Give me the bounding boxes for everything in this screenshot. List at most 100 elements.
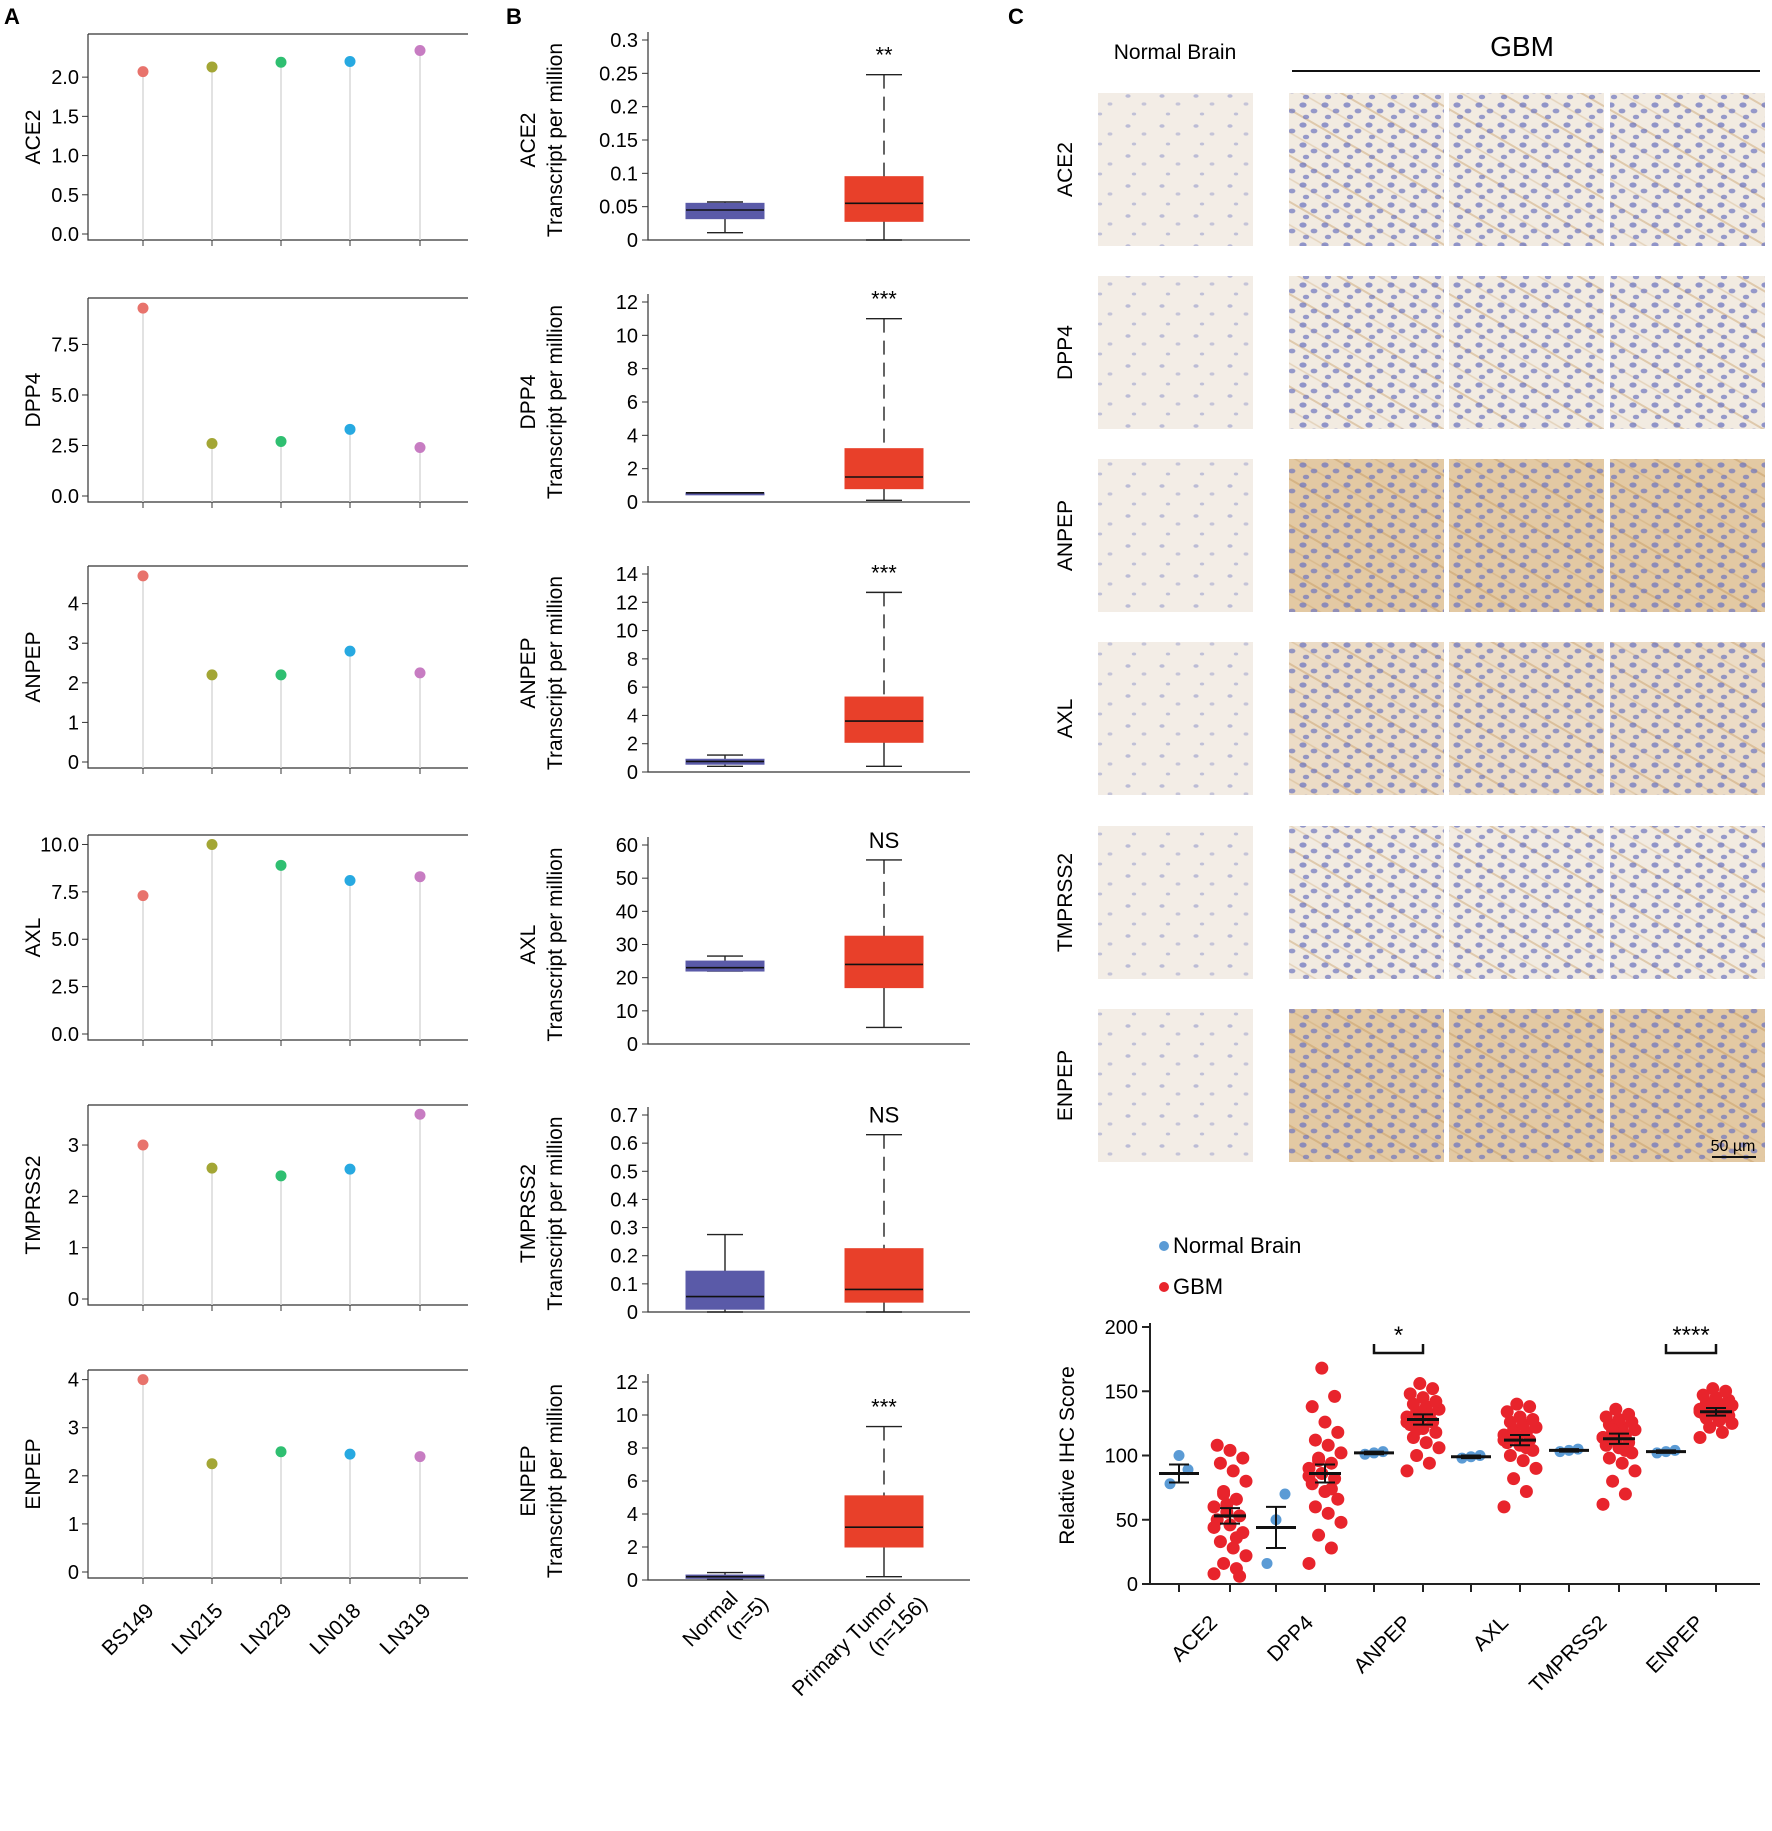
gbm-point	[1210, 1438, 1224, 1452]
panel-a-lollipop-charts: 0.0 0.5 1.0 1.5 2.0 ACE2 0.0 2.5 5.0 7.5 DPP4 0 1 2 3 4…	[22, 33, 468, 1660]
gbm-point	[1324, 1482, 1338, 1496]
y-tick-label: 10	[616, 325, 638, 347]
data-point-ln018	[344, 1448, 356, 1460]
y-tick-label: 0	[627, 762, 638, 784]
y-axis-label-unit: Transcript per million	[544, 576, 567, 770]
ihc-image-anpep-gbm-1	[1289, 459, 1444, 612]
significance-label: ***	[871, 287, 897, 312]
gbm-point	[1507, 1425, 1521, 1439]
lollipop-chart-tmprss2: 0 1 2 3 TMPRSS2	[22, 1104, 468, 1311]
tissue-nuclei	[1289, 642, 1444, 795]
ihc-image-tmprss2-gbm-3	[1610, 826, 1765, 979]
data-point-ln229	[275, 435, 287, 447]
y-tick-label: 4	[627, 1504, 638, 1526]
gbm-point	[1410, 1423, 1424, 1437]
y-tick-label: 0.2	[610, 1246, 638, 1268]
y-tick-label: 6	[627, 677, 638, 699]
y-tick-label: 0	[68, 1562, 79, 1584]
y-tick-label: 7.5	[51, 882, 79, 904]
gbm-point	[1302, 1469, 1316, 1483]
lollipop-chart-axl: 0.0 2.5 5.0 7.5 10.0 AXL	[22, 834, 468, 1046]
y-axis-label-gene: ANPEP	[517, 637, 540, 708]
chart-frame	[87, 834, 468, 1041]
tissue-nuclei	[1449, 642, 1604, 795]
row-label-anpep: ANPEP	[1054, 500, 1077, 571]
tissue-nuclei	[1098, 1009, 1253, 1162]
data-point-ln229	[275, 669, 287, 681]
panel-c-ihc-image-grid: Normal Brain GBM ACE2 DPP4 ANPEP AXL TMPRSS2 EN…	[1054, 31, 1765, 1162]
data-point-ln319	[414, 667, 426, 679]
y-tick-label: 12	[616, 592, 638, 614]
gbm-point	[1217, 1487, 1231, 1501]
legend-marker-normal-brain	[1159, 1241, 1169, 1251]
panel-c-ihc-score-plot: Normal Brain GBM 0 50 100 150 200 Relative IHC …	[1056, 1233, 1760, 1698]
box-plot-dpp4: 0 2 4 6 8 10 12 DPP4 Transcript per million ***	[517, 287, 970, 514]
tumor-box	[844, 935, 924, 989]
data-point-ln215	[206, 1162, 218, 1174]
y-tick-label: 0	[627, 492, 638, 514]
column-header-gbm: GBM	[1490, 31, 1554, 62]
tissue-nuclei	[1289, 93, 1444, 246]
ihc-image-tmprss2-gbm-1	[1289, 826, 1444, 979]
gbm-point	[1312, 1528, 1326, 1542]
gbm-point	[1321, 1438, 1335, 1452]
tissue-nuclei	[1610, 93, 1765, 246]
gbm-point	[1213, 1535, 1227, 1549]
data-point-ln215	[206, 669, 218, 681]
significance-label: ***	[871, 1395, 897, 1420]
y-tick-label: 2	[627, 734, 638, 756]
gbm-point	[1500, 1405, 1514, 1419]
y-axis-label-unit: Transcript per million	[544, 847, 567, 1041]
gbm-point	[1503, 1415, 1517, 1429]
x-tick-label-normal: Normal(n=5)	[678, 1575, 773, 1670]
data-point-bs149	[137, 890, 149, 902]
ihc-image-enpep-gbm-3	[1610, 1009, 1765, 1162]
gbm-point	[1422, 1456, 1436, 1470]
significance-bracket	[1664, 1344, 1718, 1355]
tumor-box	[844, 176, 924, 222]
score-group-axl	[1451, 1397, 1543, 1592]
data-point-ln018	[344, 55, 356, 67]
data-point-ln229	[275, 859, 287, 871]
data-point-ln319	[414, 442, 426, 454]
gbm-point	[1618, 1443, 1632, 1457]
y-tick-label: 200	[1105, 1317, 1138, 1339]
y-tick-label: 2	[627, 1537, 638, 1559]
gbm-point	[1239, 1474, 1253, 1488]
y-tick-label: 10	[616, 1001, 638, 1023]
gbm-point	[1331, 1492, 1345, 1506]
data-point-ln215	[206, 61, 218, 73]
y-tick-label: 100	[1105, 1446, 1138, 1468]
gbm-point	[1429, 1425, 1443, 1439]
scale-bar-label: 50 µm	[1711, 1138, 1756, 1155]
y-tick-label: 0.05	[599, 197, 638, 219]
y-tick-label: 0.25	[599, 63, 638, 85]
y-axis-label: AXL	[22, 918, 45, 958]
gbm-point	[1719, 1384, 1733, 1398]
y-tick-label: 2.0	[51, 67, 79, 89]
tissue-nuclei	[1449, 93, 1604, 246]
ihc-image-enpep-gbm-1	[1289, 1009, 1444, 1162]
lollipop-chart-dpp4: 0.0 2.5 5.0 7.5 DPP4	[22, 297, 468, 508]
y-tick-label: 40	[616, 901, 638, 923]
y-tick-label: 0	[627, 1570, 638, 1592]
y-tick-label: 3	[68, 1135, 79, 1157]
data-point-ln215	[206, 437, 218, 449]
y-axis-label-gene: AXL	[517, 925, 540, 965]
y-tick-label: 50	[1116, 1510, 1138, 1532]
y-axis-label: Relative IHC Score	[1056, 1366, 1079, 1545]
tissue-nuclei	[1289, 276, 1444, 429]
ihc-image-anpep-gbm-3	[1610, 459, 1765, 612]
score-group-anpep: *	[1354, 1322, 1446, 1592]
row-label-tmprss2: TMPRSS2	[1054, 853, 1077, 952]
gbm-point	[1497, 1500, 1511, 1514]
data-point-ln018	[344, 874, 356, 886]
data-point-ln319	[414, 1108, 426, 1120]
y-tick-label: 0.5	[610, 1161, 638, 1183]
gbm-point	[1229, 1531, 1243, 1545]
y-axis-label: TMPRSS2	[22, 1155, 45, 1254]
data-point-ln215	[206, 1458, 218, 1470]
y-tick-label: 10	[616, 1405, 638, 1427]
